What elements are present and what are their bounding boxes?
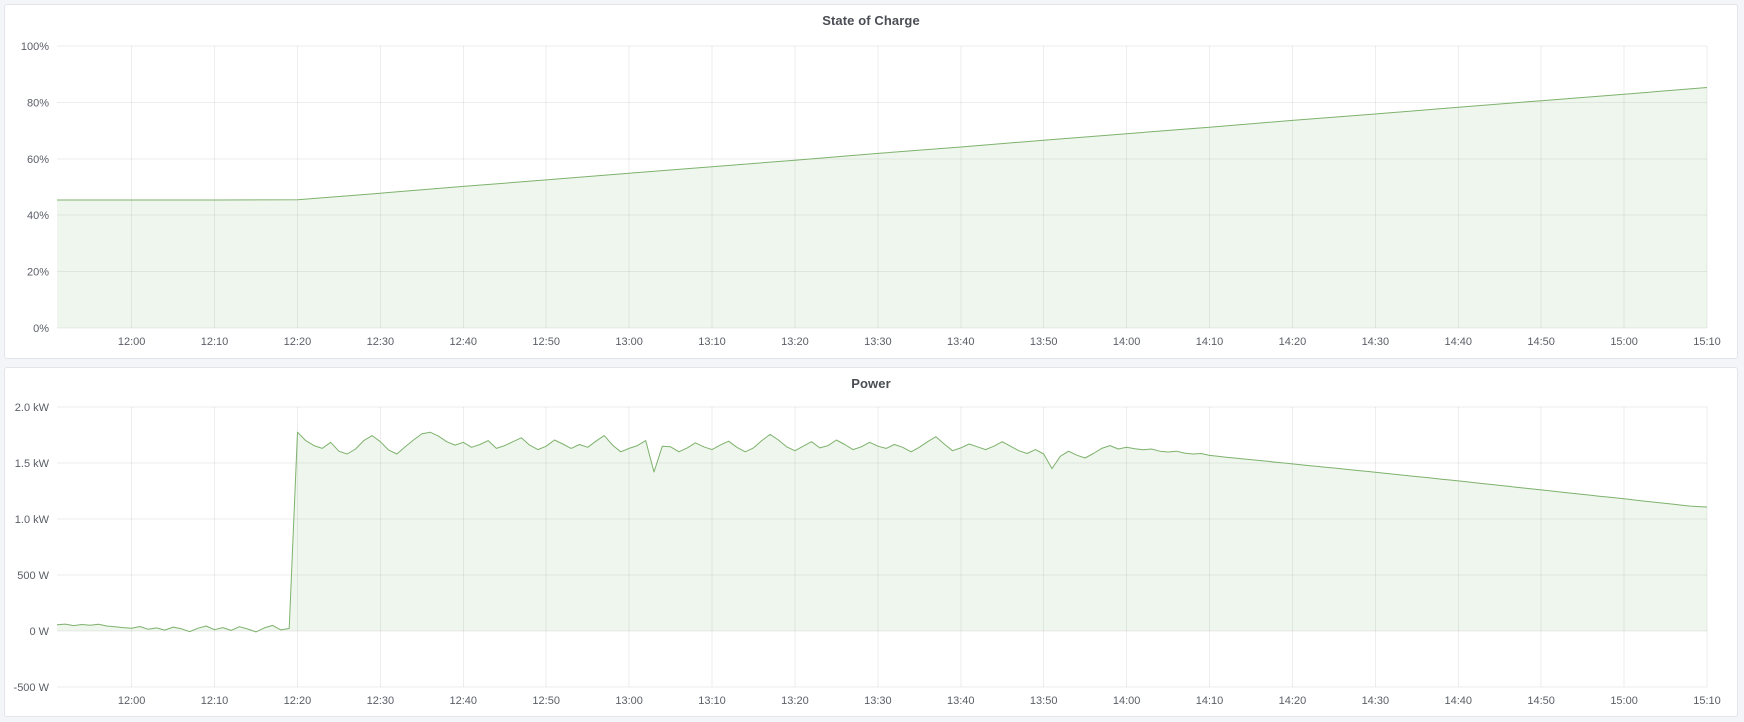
x-tick-label: 13:40: [947, 695, 975, 707]
x-tick-label: 13:30: [864, 695, 892, 707]
panel-state-of-charge: State of Charge 12:00 12:10 12:20 12:30 12:4…: [4, 4, 1738, 359]
x-tick-label: 14:10: [1196, 695, 1224, 707]
y-tick-label: -500 W: [14, 682, 50, 694]
panel-title-state-of-charge[interactable]: State of Charge: [822, 13, 920, 28]
series-area-fill: [57, 87, 1707, 328]
x-tick-label: 13:10: [698, 695, 726, 707]
y-tick-label: 80%: [27, 97, 49, 109]
x-tick-label: 13:50: [1030, 695, 1058, 707]
x-tick-label: 15:00: [1610, 336, 1638, 348]
x-tick-label: 12:40: [450, 336, 478, 348]
panel-power: Power 12:00 12:10 12:20 12:30 12:40 12:50 13:0…: [4, 367, 1738, 717]
x-tick-label: 14:30: [1362, 336, 1390, 348]
y-tick-label: 20%: [27, 267, 49, 279]
x-tick-label: 14:00: [1113, 336, 1141, 348]
x-tick-label: 12:30: [367, 336, 395, 348]
x-tick-label: 12:00: [118, 336, 146, 348]
x-tick-label: 13:10: [698, 336, 726, 348]
x-tick-label: 12:10: [201, 336, 229, 348]
power-chart-plot[interactable]: 12:00 12:10 12:20 12:30 12:40 12:50 13:00 13:10…: [5, 399, 1737, 714]
x-tick-label: 12:10: [201, 695, 229, 707]
y-tick-label: 0%: [33, 323, 49, 335]
panel-title-power[interactable]: Power: [851, 376, 891, 391]
x-tick-label: 14:20: [1279, 695, 1307, 707]
x-tick-label: 15:00: [1610, 695, 1638, 707]
state-of-charge-chart-plot[interactable]: 12:00 12:10 12:20 12:30 12:40 12:50 13:00 13:10…: [5, 36, 1737, 356]
x-tick-label: 12:40: [450, 695, 478, 707]
x-tick-label: 14:10: [1196, 336, 1224, 348]
series-line: [56, 431, 1708, 633]
x-tick-label: 14:50: [1527, 336, 1555, 348]
y-tick-label: 1.5 kW: [15, 458, 50, 470]
x-tick-label: 13:00: [615, 336, 643, 348]
x-tick-label: 13:00: [615, 695, 643, 707]
y-tick-label: 100%: [21, 41, 49, 53]
x-tick-label: 12:50: [532, 336, 560, 348]
y-tick-label: 1.0 kW: [15, 514, 50, 526]
x-tick-label: 14:40: [1444, 695, 1472, 707]
x-tick-label: 14:50: [1527, 695, 1555, 707]
x-tick-label: 12:00: [118, 695, 146, 707]
x-tick-label: 13:20: [781, 336, 809, 348]
y-tick-label: 500 W: [17, 570, 49, 582]
y-tick-label: 0 W: [29, 626, 49, 638]
x-tick-label: 14:00: [1113, 695, 1141, 707]
x-tick-label: 13:50: [1030, 336, 1058, 348]
x-tick-label: 13:20: [781, 695, 809, 707]
x-tick-label: 15:10: [1693, 695, 1721, 707]
x-tick-label: 12:50: [532, 695, 560, 707]
series-area-fill: [57, 432, 1707, 632]
x-tick-label: 15:10: [1693, 336, 1721, 348]
x-tick-label: 12:20: [284, 336, 312, 348]
x-tick-label: 12:20: [284, 695, 312, 707]
x-tick-label: 14:20: [1279, 336, 1307, 348]
y-tick-label: 2.0 kW: [15, 402, 50, 414]
x-tick-label: 14:30: [1362, 695, 1390, 707]
x-tick-label: 14:40: [1444, 336, 1472, 348]
x-tick-label: 13:30: [864, 336, 892, 348]
x-tick-label: 13:40: [947, 336, 975, 348]
x-tick-label: 12:30: [367, 695, 395, 707]
y-tick-label: 60%: [27, 154, 49, 166]
y-tick-label: 40%: [27, 210, 49, 222]
series-line: [57, 87, 1708, 201]
